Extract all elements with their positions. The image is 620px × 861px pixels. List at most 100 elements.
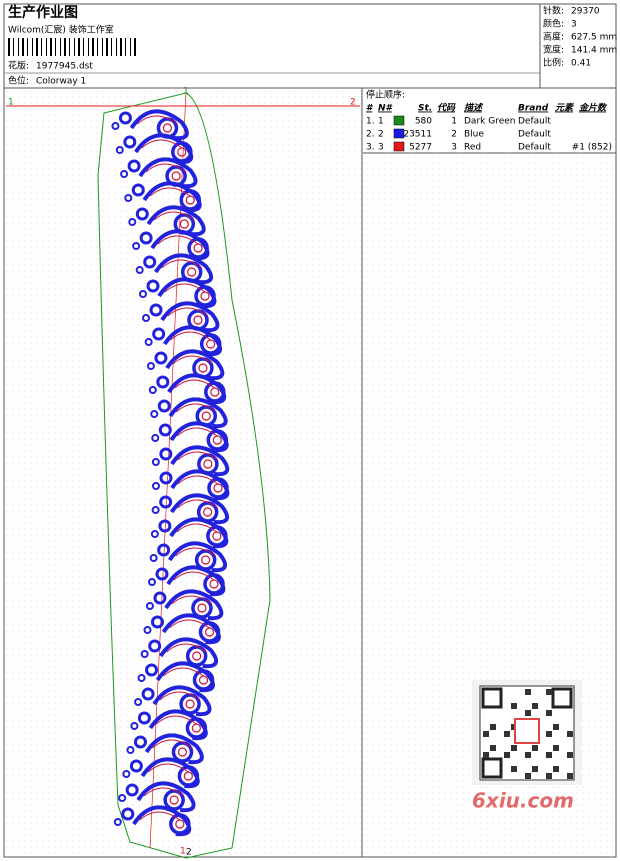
stat-label: 比例: <box>543 57 564 69</box>
marker: 2 <box>350 98 356 108</box>
spiral <box>207 477 229 499</box>
row-index: 1. <box>366 117 375 127</box>
qr-module <box>532 703 538 709</box>
curl <box>159 471 173 485</box>
curl <box>150 615 164 629</box>
stitch-run <box>177 499 218 509</box>
spiral-core <box>169 795 179 805</box>
bar <box>55 38 56 56</box>
spiral-core <box>179 219 189 229</box>
curl <box>143 626 152 634</box>
curl <box>148 639 162 653</box>
qr-module <box>525 710 531 716</box>
sequins: #1 (852) <box>572 143 612 153</box>
marker: 2 <box>186 848 192 858</box>
row-index: 2. <box>366 130 375 140</box>
marker: 1 <box>180 847 186 857</box>
curl <box>126 746 135 754</box>
spiral-core <box>185 699 195 709</box>
curl <box>154 351 168 365</box>
stitch-run <box>161 259 202 269</box>
qr-module <box>490 745 496 751</box>
spiral-core <box>171 171 181 181</box>
bar <box>111 38 112 56</box>
stitch-run <box>171 595 213 605</box>
curl <box>148 578 157 586</box>
brand: Default <box>518 117 551 127</box>
swatch <box>393 141 405 152</box>
spiral <box>177 765 200 787</box>
scroll <box>162 325 223 357</box>
scroll <box>150 229 210 261</box>
stitch-run <box>163 667 204 677</box>
stitch-run <box>152 739 193 749</box>
needle: 3 <box>378 143 384 153</box>
scroll <box>136 781 196 813</box>
spiral <box>192 669 215 691</box>
outline <box>97 92 271 859</box>
spiral <box>169 813 191 835</box>
scroll <box>164 589 224 621</box>
curl <box>158 423 172 437</box>
spiral-core <box>201 411 211 421</box>
scroll <box>134 133 194 165</box>
stitch-run <box>139 811 181 821</box>
qr-module <box>504 731 510 737</box>
curl <box>121 807 135 821</box>
row-index: 3. <box>366 143 375 153</box>
spiral <box>171 741 194 763</box>
qr-module <box>546 752 552 758</box>
scroll <box>170 469 230 501</box>
stitch-run <box>174 379 216 389</box>
stitch-run <box>177 451 219 461</box>
curl <box>141 687 155 701</box>
bar <box>36 38 38 56</box>
stat-value: 141.4 mm <box>571 46 617 56</box>
qr-module <box>511 766 517 772</box>
embroidery <box>6 91 360 859</box>
curl <box>153 591 167 605</box>
curl <box>131 183 145 197</box>
bar <box>22 38 24 56</box>
curl <box>145 602 154 610</box>
column-header: # <box>366 104 374 114</box>
scroll <box>170 445 230 477</box>
code: 3 <box>451 143 457 153</box>
bar <box>125 38 126 56</box>
qr-module <box>483 731 489 737</box>
curl <box>113 818 122 826</box>
stitches: 23511 <box>403 130 432 140</box>
column-header: St. <box>418 104 432 114</box>
bar <box>8 38 10 56</box>
column-header: 代码 <box>437 103 456 114</box>
bar <box>88 38 89 56</box>
curl <box>150 410 159 418</box>
stitch-run <box>156 715 197 725</box>
spiral <box>206 525 228 547</box>
design-area <box>5 89 362 856</box>
qr-module <box>567 773 573 779</box>
curl <box>151 434 160 442</box>
scroll <box>144 733 204 765</box>
stitch-run <box>153 211 195 221</box>
curl <box>120 170 129 178</box>
qr-module <box>504 752 510 758</box>
bar <box>60 38 61 56</box>
stitch-run <box>176 523 218 533</box>
scroll <box>138 157 198 189</box>
stat-value: 627.5 mm <box>571 33 617 43</box>
curl <box>142 314 151 322</box>
column-header: 金片数 <box>579 103 608 114</box>
spiral-core <box>201 555 211 565</box>
watermark: 6xiu.com <box>472 789 574 813</box>
stitches: 5277 <box>409 143 432 153</box>
qr-module <box>567 731 573 737</box>
stitch-run <box>176 427 218 437</box>
stitch-run <box>170 331 211 341</box>
spiral <box>203 573 225 595</box>
bar <box>69 38 70 56</box>
bar <box>46 38 47 56</box>
stitch-run <box>175 403 217 413</box>
scroll <box>168 397 228 429</box>
column-header: 描述 <box>464 103 484 114</box>
